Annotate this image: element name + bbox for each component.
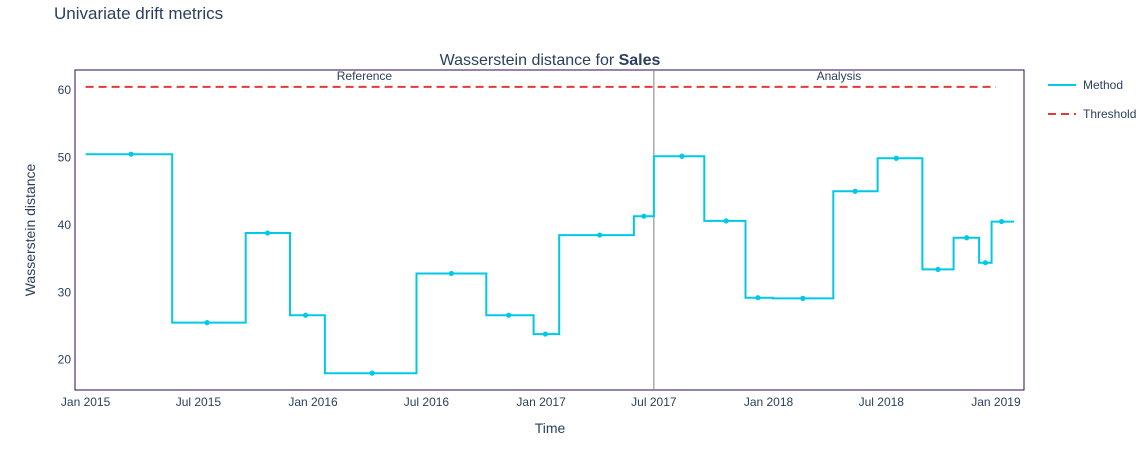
method-point-2: [264, 230, 271, 236]
plot-area: [74, 69, 1025, 391]
x-axis-title: Time: [535, 420, 566, 436]
legend-threshold-label: Threshold: [1083, 107, 1136, 121]
legend-item-threshold[interactable]: Threshold: [1048, 107, 1136, 121]
x-tick-label: Jan 2017: [516, 395, 566, 409]
period-label-reference: Reference: [337, 69, 393, 83]
method-point-1: [204, 320, 210, 326]
method-point-14: [852, 188, 858, 194]
x-tick-label: Jul 2018: [859, 395, 905, 409]
method-point-0: [128, 151, 134, 157]
method-point-9: [641, 213, 647, 219]
period-layer: Reference Analysis: [337, 69, 862, 390]
method-point-4: [369, 370, 375, 376]
legend[interactable]: Method Threshold: [1048, 78, 1136, 121]
y-axis-title: Wasserstein distance: [22, 164, 38, 297]
series-layer: [85, 151, 1014, 376]
method-point-13: [800, 295, 806, 301]
x-axis-ticks: Jan 2015 Jul 2015 Jan 2016 Jul 2016 Jan 2017…: [61, 395, 1021, 409]
x-tick-label: Jul 2017: [631, 395, 677, 409]
plot-title-prefix: Wasserstein distance for: [440, 52, 619, 69]
method-point-15: [893, 155, 899, 161]
y-tick-label: 40: [58, 218, 72, 232]
x-tick-label: Jan 2019: [971, 395, 1021, 409]
method-point-6: [506, 312, 512, 318]
period-label-analysis: Analysis: [817, 69, 862, 83]
y-tick-label: 50: [58, 151, 72, 165]
method-point-3: [302, 312, 309, 318]
method-point-16: [935, 266, 941, 273]
plot-title-feature: Sales: [619, 52, 661, 69]
legend-item-method[interactable]: Method: [1048, 78, 1123, 92]
x-tick-label: Jan 2015: [61, 395, 111, 409]
method-step-line: [85, 153, 1014, 375]
method-point-10: [679, 153, 685, 159]
method-point-8: [597, 232, 603, 238]
method-point-18: [982, 260, 988, 266]
method-point-19: [998, 218, 1005, 225]
x-tick-label: Jul 2015: [176, 395, 222, 409]
x-tick-label: Jul 2016: [404, 395, 450, 409]
legend-method-label: Method: [1083, 78, 1123, 92]
x-tick-label: Jan 2016: [288, 395, 338, 409]
method-point-17: [964, 235, 970, 241]
x-tick-label: Jan 2018: [744, 395, 794, 409]
figure-title: Univariate drift metrics: [54, 4, 224, 23]
plot-title: Wasserstein distance for Sales: [440, 52, 661, 69]
method-point-12: [755, 295, 761, 301]
y-tick-label: 30: [58, 285, 72, 299]
y-tick-label: 60: [58, 83, 72, 97]
method-point-7: [542, 331, 549, 337]
method-point-11: [723, 218, 729, 224]
method-point-5: [448, 270, 454, 277]
y-axis-ticks: 20 30 40 50 60: [58, 83, 72, 366]
y-tick-label: 20: [58, 353, 72, 367]
